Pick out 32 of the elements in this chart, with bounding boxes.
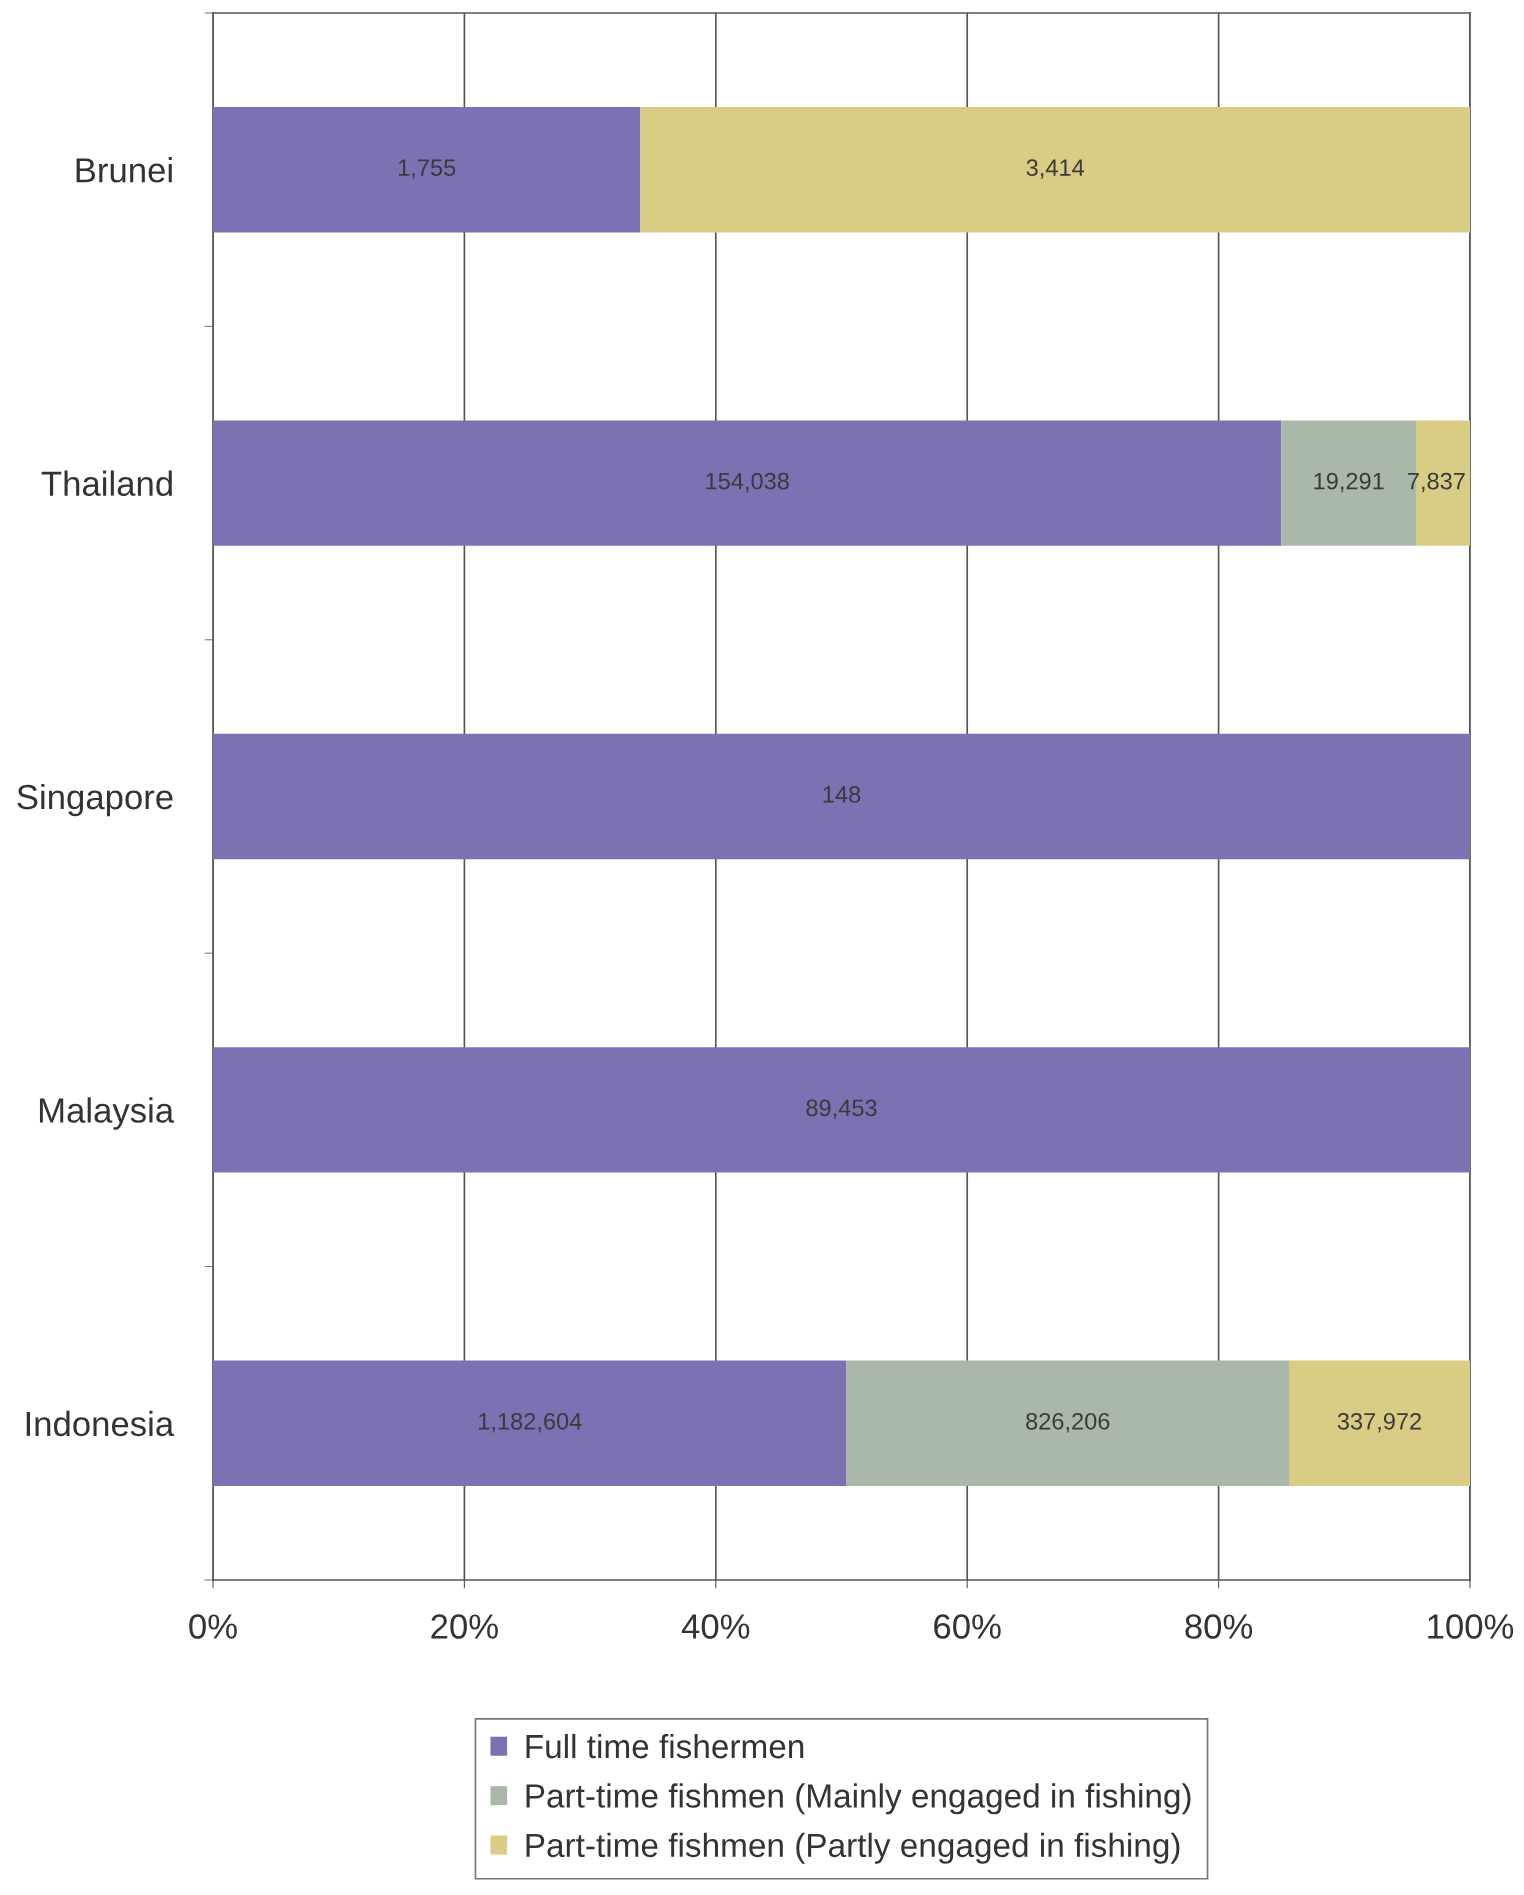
bar bbox=[213, 1047, 1470, 1173]
annotation: 148 bbox=[823, 786, 861, 803]
y-tick-label: Thailand bbox=[41, 470, 172, 497]
legend-label: Part-time fishmen (Partly engaged in fishing) bbox=[526, 1832, 1180, 1864]
bar bbox=[1288, 1360, 1470, 1486]
annotation: 89,453 bbox=[806, 1099, 877, 1120]
y-tick-label: Singapore bbox=[17, 783, 173, 817]
bar bbox=[213, 1360, 847, 1486]
bar bbox=[213, 420, 1282, 546]
x-tick-label: 100% bbox=[1428, 1614, 1514, 1639]
x-tick-label: 0% bbox=[189, 1614, 237, 1639]
bar bbox=[213, 107, 641, 233]
legend-label: Full time fishermen bbox=[526, 1733, 804, 1759]
annotation: 154,038 bbox=[706, 472, 789, 493]
annotation: 1,755 bbox=[398, 159, 456, 179]
x-tick-label: 80% bbox=[1185, 1614, 1253, 1639]
annotation: 7,837 bbox=[1408, 472, 1465, 493]
x-tick-label: 40% bbox=[681, 1614, 750, 1639]
bar bbox=[640, 107, 1470, 233]
bar bbox=[213, 733, 1470, 860]
y-tick-label: Brunei bbox=[76, 157, 172, 183]
annotation: 826,206 bbox=[1026, 1412, 1110, 1433]
annotation: 19,291 bbox=[1314, 472, 1384, 493]
legend-label: Part-time fishmen (Mainly engaged in fishing) bbox=[526, 1783, 1191, 1815]
annotation: 337,972 bbox=[1337, 1412, 1421, 1433]
annotation: 3,414 bbox=[1026, 159, 1085, 179]
annotation: 1,182,604 bbox=[479, 1412, 582, 1433]
x-tick-label: 60% bbox=[934, 1614, 1001, 1639]
bar bbox=[846, 1360, 1289, 1486]
y-tick-label: Indonesia bbox=[26, 1410, 175, 1437]
x-tick-label: 20% bbox=[431, 1614, 498, 1639]
y-tick-label: Malaysia bbox=[39, 1097, 175, 1130]
